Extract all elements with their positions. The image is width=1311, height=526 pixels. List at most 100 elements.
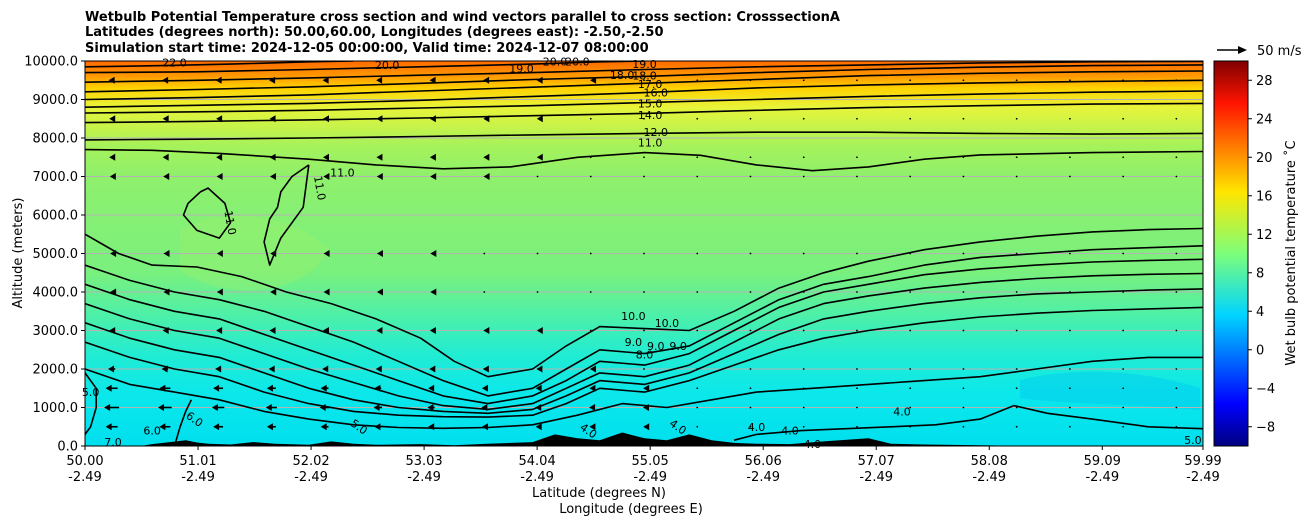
wind-vector-dot — [1069, 425, 1071, 428]
wind-vector-head — [216, 288, 223, 296]
wind-vector-dot — [802, 406, 805, 409]
wind-vector-dot — [802, 79, 805, 82]
wind-vector-dot — [696, 425, 699, 428]
colorbar-tick-label: 8 — [1256, 266, 1264, 281]
wind-vector-dot — [802, 156, 805, 159]
wind-vector-dot — [1175, 329, 1178, 332]
wind-vector-head — [213, 384, 220, 392]
wind-vector-head — [376, 288, 383, 296]
wind-vector-dot — [909, 117, 912, 120]
wind-vector-dot — [1069, 368, 1071, 370]
wind-vector-head — [536, 115, 543, 123]
wind-vector-head — [483, 173, 490, 180]
contour-12 — [85, 131, 1203, 141]
contour-11 — [263, 164, 310, 266]
wind-vector-head — [270, 288, 277, 296]
contour-label: 19.0 — [509, 63, 534, 76]
colorbar-tick-label: 24 — [1256, 112, 1273, 127]
contour-label: 10.0 — [621, 310, 646, 323]
wind-vector-head — [323, 288, 330, 296]
wind-vector-head — [376, 173, 383, 180]
wind-vector-dot — [962, 252, 965, 255]
wind-vector-head — [323, 250, 330, 257]
wind-vector-dot — [856, 252, 858, 255]
contour-label: 4.0 — [781, 425, 799, 438]
wind-vector-head — [162, 115, 169, 123]
plot-area: 22.0 20.0 19.020.020.0 19.018.018.017.016.0… — [82, 55, 1204, 451]
x-tick-label-lon: -2.49 — [972, 470, 1006, 485]
x-tick-label-lat: 50.00 — [66, 454, 103, 469]
contour-label: 9.0 — [669, 340, 687, 353]
contour-5 — [85, 306, 1203, 418]
colorbar-tick-label: −4 — [1256, 382, 1275, 397]
wind-vector-dot — [802, 425, 805, 428]
y-tick-label: 2000.0 — [33, 363, 79, 378]
field-cold-patch — [1020, 371, 1200, 410]
contour-label: 9.0 — [647, 340, 665, 353]
wind-vector-head — [376, 250, 383, 257]
wind-vector-dot — [1015, 368, 1018, 370]
wind-vector-head — [375, 365, 382, 373]
wind-vector-dot — [962, 117, 965, 120]
wind-vector-head — [216, 153, 223, 161]
wind-vector-head — [482, 365, 489, 373]
wind-vector-head — [323, 173, 330, 180]
wind-vector-dot — [483, 252, 486, 255]
title-line-2: Latitudes (degrees north): 50.00,60.00, … — [85, 25, 664, 40]
wind-vector-dot — [1069, 252, 1071, 255]
contour-label: 16.0 — [644, 87, 669, 100]
quiver-key: 50 m/s — [1217, 44, 1302, 59]
wind-vector-dot — [1122, 117, 1125, 120]
contour-label: 11.0 — [311, 175, 328, 201]
wind-vector-dot — [962, 79, 965, 82]
wind-vector-dot — [643, 368, 645, 370]
contour-label: 12.0 — [644, 126, 669, 139]
wind-vector-dot — [1069, 79, 1071, 82]
wind-vector-head — [589, 404, 596, 411]
contour-label: 4.0 — [893, 405, 911, 418]
y-axis: 0.0 1000.0 2000.0 3000.0 4000.0 5000.0 6000.0 7… — [24, 55, 85, 455]
wind-vector-head — [159, 423, 166, 431]
wind-vector-dot — [909, 79, 912, 82]
contour-label: 7.0 — [104, 436, 122, 449]
wind-vector-head — [323, 153, 330, 161]
wind-vector-dot — [1069, 156, 1071, 159]
x-tick-label-lon: -2.49 — [520, 470, 554, 485]
wind-vector-dot — [589, 175, 592, 178]
wind-vector-dot — [536, 252, 539, 255]
wind-vector-dot — [1069, 406, 1071, 409]
y-tick-label: 0.0 — [57, 440, 78, 455]
contour-label: 5.0 — [82, 386, 100, 399]
contour-label: 22.0 — [162, 57, 187, 70]
x-tick-label-lat: 53.03 — [405, 454, 442, 469]
wind-vector-dot — [643, 175, 645, 178]
wind-vector-head — [430, 173, 437, 180]
wind-vector-head — [481, 384, 488, 392]
wind-vector-dot — [696, 291, 699, 293]
x-tick-label-lon: -2.49 — [294, 470, 328, 485]
wind-vector-dot — [1015, 425, 1018, 428]
wind-vector-head — [535, 423, 542, 431]
wind-vector-dot — [1175, 175, 1178, 178]
wind-vector-head — [483, 153, 490, 161]
wind-vector-dot — [1015, 387, 1018, 390]
wind-vector-dot — [1175, 252, 1178, 255]
wind-vector-dot — [1122, 425, 1125, 428]
terrain-silhouette — [85, 432, 1203, 446]
wind-vector-head — [216, 173, 223, 180]
wind-vector-dot — [802, 252, 805, 255]
wind-vector-head — [536, 327, 543, 334]
wind-vector-dot — [909, 156, 912, 159]
wind-vector-head — [376, 76, 383, 84]
wind-vector-head — [429, 327, 436, 334]
wind-vector-dot — [483, 291, 486, 293]
y-axis-label: Altitude (meters) — [11, 198, 26, 309]
wind-vector-head — [481, 423, 488, 431]
wind-vector-dot — [696, 156, 699, 159]
wind-vector-head — [320, 384, 327, 392]
contour-6 — [85, 288, 1203, 415]
wind-vector-dot — [856, 79, 858, 82]
wind-vector-dot — [856, 425, 858, 428]
wind-vector-head — [430, 250, 437, 257]
wind-vector-dot — [1122, 329, 1125, 332]
